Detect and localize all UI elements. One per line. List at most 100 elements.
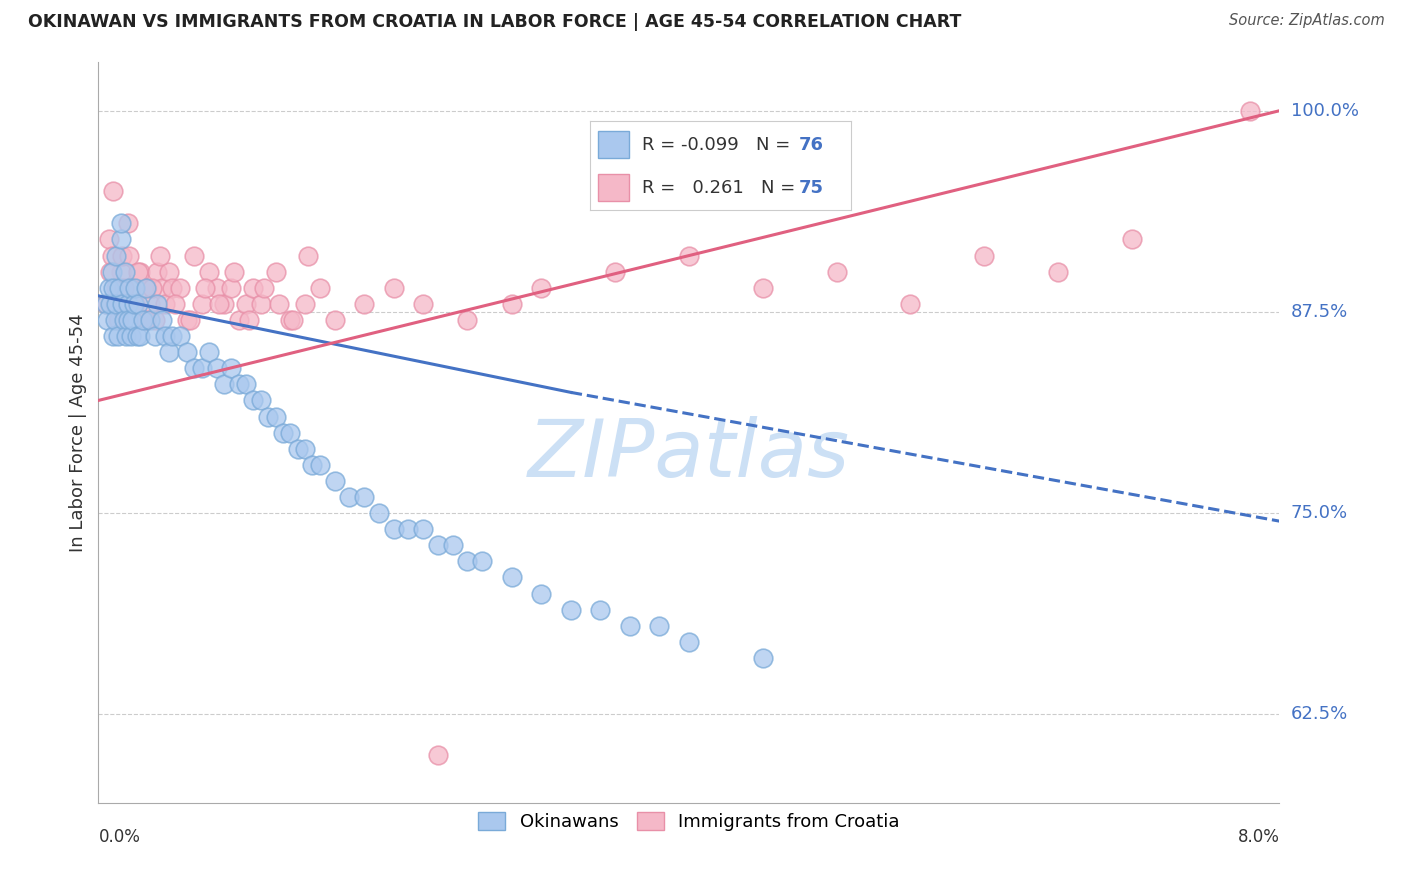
Point xyxy=(253,281,276,295)
Point xyxy=(128,329,150,343)
Point xyxy=(1121,232,1143,246)
Point xyxy=(501,297,523,311)
Point xyxy=(752,651,775,665)
Point xyxy=(678,635,700,649)
Point xyxy=(191,297,214,311)
Point xyxy=(165,297,187,311)
Point xyxy=(107,329,129,343)
Text: ZIPatlas: ZIPatlas xyxy=(527,416,851,494)
Point xyxy=(183,361,205,376)
Point xyxy=(530,281,553,295)
Text: 87.5%: 87.5% xyxy=(1291,303,1348,321)
Text: Source: ZipAtlas.com: Source: ZipAtlas.com xyxy=(1229,13,1385,29)
Point xyxy=(205,281,228,295)
Point xyxy=(353,490,375,504)
Point xyxy=(212,377,235,392)
Point xyxy=(441,538,464,552)
Point xyxy=(280,313,302,327)
Point xyxy=(110,265,132,279)
Point xyxy=(100,249,122,263)
Point xyxy=(121,313,143,327)
Bar xyxy=(598,174,628,201)
Text: 75.0%: 75.0% xyxy=(1291,504,1348,522)
Point xyxy=(287,442,309,456)
Point xyxy=(135,313,157,327)
Point xyxy=(118,249,141,263)
Point xyxy=(110,216,132,230)
Point xyxy=(114,297,136,311)
Point xyxy=(208,297,231,311)
Point xyxy=(212,297,235,311)
Point xyxy=(124,281,146,295)
Point xyxy=(648,619,671,633)
Point xyxy=(114,265,136,279)
Point xyxy=(107,313,129,327)
Point xyxy=(353,297,375,311)
Point xyxy=(139,297,162,311)
Text: R =   0.261   N =: R = 0.261 N = xyxy=(643,178,801,197)
Point xyxy=(179,313,201,327)
Point xyxy=(108,313,131,327)
Point xyxy=(153,297,176,311)
Point xyxy=(135,281,157,295)
Point xyxy=(103,329,125,343)
Point xyxy=(105,281,128,295)
Point xyxy=(457,313,479,327)
Point xyxy=(183,249,205,263)
Point xyxy=(105,249,128,263)
Point xyxy=(309,458,332,472)
Point xyxy=(471,554,494,568)
Point xyxy=(238,313,260,327)
Point xyxy=(619,619,641,633)
Point xyxy=(412,522,434,536)
Point xyxy=(157,345,180,359)
Point xyxy=(530,586,553,600)
Point xyxy=(235,377,257,392)
Point xyxy=(115,329,138,343)
Point xyxy=(98,297,121,311)
Point xyxy=(194,281,217,295)
Point xyxy=(205,361,228,376)
Point xyxy=(103,281,125,295)
Point xyxy=(111,297,134,311)
Point xyxy=(605,265,627,279)
Point xyxy=(146,265,169,279)
Point xyxy=(257,409,280,424)
Point xyxy=(176,313,198,327)
Point xyxy=(339,490,361,504)
Point xyxy=(427,747,450,762)
Point xyxy=(104,313,127,327)
Point xyxy=(382,281,405,295)
Point xyxy=(94,297,117,311)
Point xyxy=(117,313,139,327)
Point xyxy=(124,297,146,311)
Point xyxy=(169,329,191,343)
Point xyxy=(141,281,163,295)
Point xyxy=(280,425,302,440)
Point xyxy=(242,281,264,295)
Point xyxy=(122,297,145,311)
Point xyxy=(132,313,155,327)
Point xyxy=(97,232,120,246)
Point xyxy=(153,329,176,343)
Point xyxy=(301,458,323,472)
Point xyxy=(96,313,118,327)
Point xyxy=(97,281,120,295)
Point xyxy=(100,265,122,279)
Point xyxy=(110,232,132,246)
Text: 8.0%: 8.0% xyxy=(1237,828,1279,846)
Point xyxy=(368,506,391,520)
Point xyxy=(143,313,166,327)
Point xyxy=(98,265,121,279)
Point xyxy=(198,345,221,359)
Bar xyxy=(598,131,628,158)
Point xyxy=(752,281,775,295)
Text: 75: 75 xyxy=(799,178,824,197)
Point xyxy=(1239,103,1261,118)
Point xyxy=(150,281,173,295)
Point xyxy=(412,297,434,311)
Point xyxy=(128,265,150,279)
Point xyxy=(242,393,264,408)
Y-axis label: In Labor Force | Age 45-54: In Labor Force | Age 45-54 xyxy=(69,313,87,552)
Point xyxy=(103,184,125,198)
